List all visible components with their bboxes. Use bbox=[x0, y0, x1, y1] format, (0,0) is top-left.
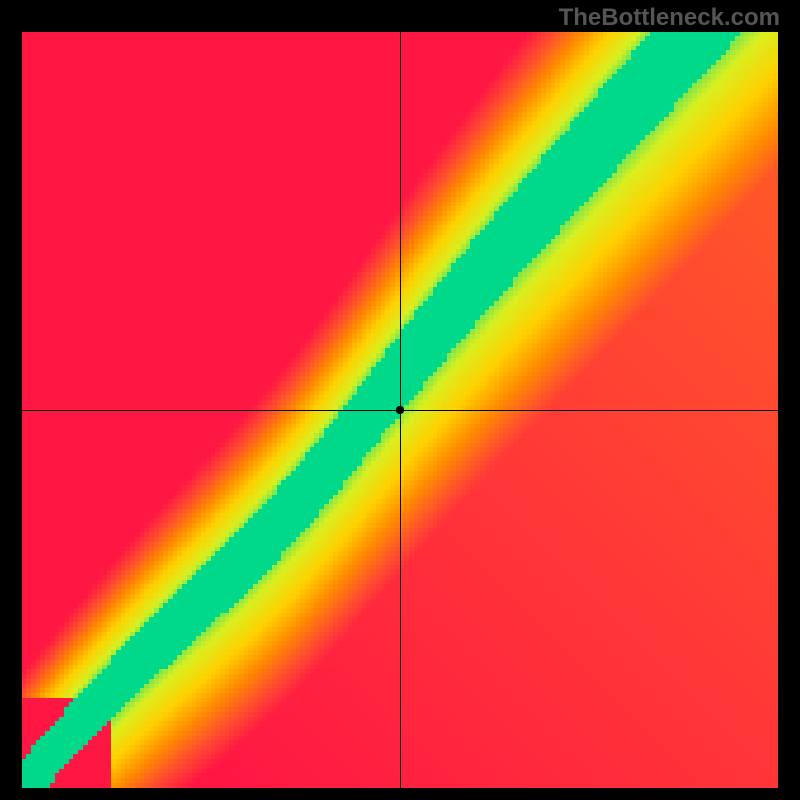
chart-container: TheBottleneck.com bbox=[0, 0, 800, 800]
bottleneck-heatmap bbox=[22, 32, 778, 788]
watermark-text: TheBottleneck.com bbox=[559, 4, 780, 32]
